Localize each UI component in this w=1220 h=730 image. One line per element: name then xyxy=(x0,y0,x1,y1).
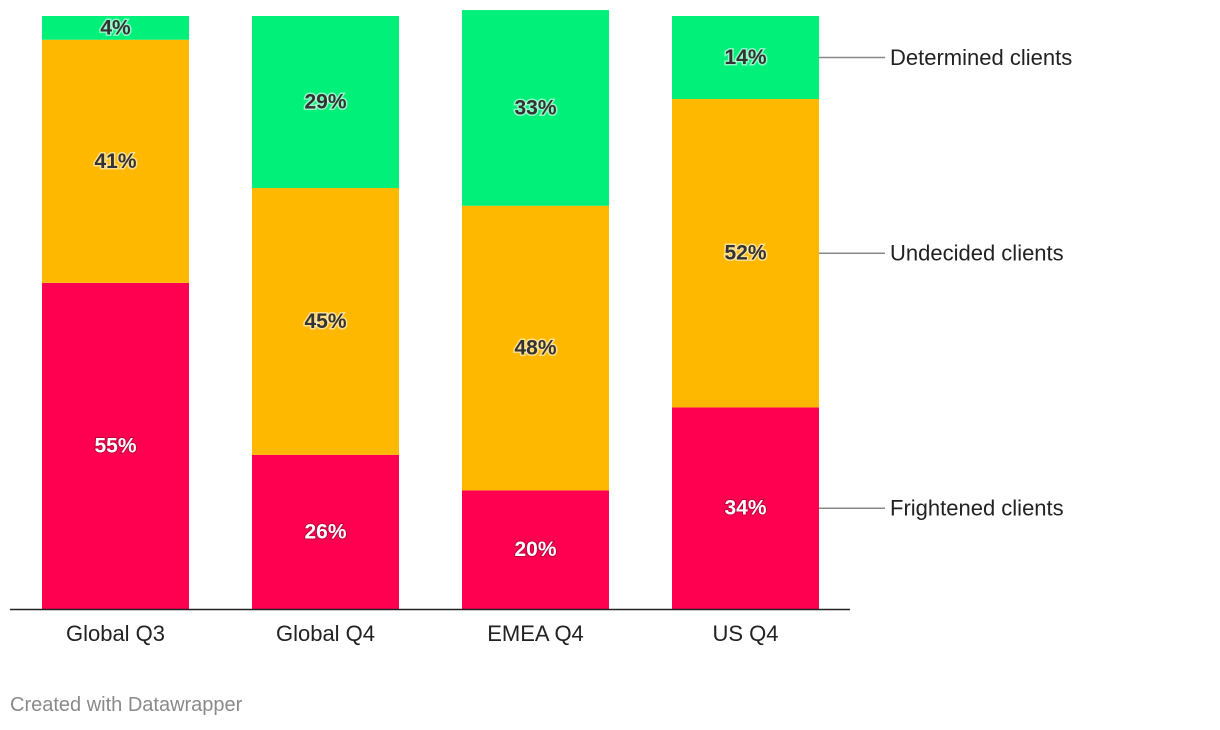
value-label-emea-q4-determined-clients: 33% xyxy=(514,96,556,119)
bars-layer xyxy=(42,10,819,609)
x-tick-label-global-q4: Global Q4 xyxy=(276,621,375,646)
legend: Frightened clients Undecided clients Deter… xyxy=(819,45,1072,521)
legend-label-undecided-clients: Undecided clients xyxy=(890,241,1064,266)
value-label-global-q3-determined-clients: 4% xyxy=(100,16,131,39)
bar-segment-global-q4-frightened-clients xyxy=(252,454,399,609)
value-label-emea-q4-undecided-clients: 48% xyxy=(514,337,556,360)
value-label-global-q4-determined-clients: 29% xyxy=(304,90,346,113)
bar-segment-us-q4-frightened-clients xyxy=(672,407,819,609)
bar-segment-global-q3-determined-clients xyxy=(42,16,189,40)
value-label-global-q3-frightened-clients: 55% xyxy=(94,434,136,457)
legend-label-frightened-clients: Frightened clients xyxy=(890,496,1064,521)
bar-segment-us-q4-undecided-clients xyxy=(672,99,819,408)
bar-segment-emea-q4-undecided-clients xyxy=(462,205,609,491)
bar-segment-global-q3-frightened-clients xyxy=(42,282,189,609)
value-label-global-q4-undecided-clients: 45% xyxy=(304,310,346,333)
x-tick-label-global-q3: Global Q3 xyxy=(66,621,165,646)
value-label-global-q3-undecided-clients: 41% xyxy=(94,150,136,173)
value-label-us-q4-frightened-clients: 34% xyxy=(724,497,766,520)
value-label-emea-q4-frightened-clients: 20% xyxy=(514,538,556,561)
value-label-us-q4-determined-clients: 14% xyxy=(724,46,766,69)
bar-segment-global-q3-undecided-clients xyxy=(42,39,189,283)
datawrapper-credit: Created with Datawrapper xyxy=(10,694,243,716)
x-tick-label-emea-q4: EMEA Q4 xyxy=(487,621,584,646)
bar-segment-us-q4-determined-clients xyxy=(672,16,819,100)
bar-segment-emea-q4-determined-clients xyxy=(462,10,609,206)
value-label-us-q4-undecided-clients: 52% xyxy=(724,242,766,265)
x-tick-label-us-q4: US Q4 xyxy=(712,621,778,646)
x-tick-labels: Global Q3 Global Q4 EMEA Q4 US Q4 xyxy=(66,621,779,646)
bar-segment-emea-q4-frightened-clients xyxy=(462,490,609,609)
bar-segment-global-q4-determined-clients xyxy=(252,16,399,188)
value-label-global-q4-frightened-clients: 26% xyxy=(304,520,346,543)
value-labels-layer: 55% 41% 4% 26% 45% 29% 20% 48% 33% 34% 52% 14% xyxy=(93,15,768,562)
bar-segment-global-q4-undecided-clients xyxy=(252,187,399,455)
legend-label-determined-clients: Determined clients xyxy=(890,45,1072,70)
